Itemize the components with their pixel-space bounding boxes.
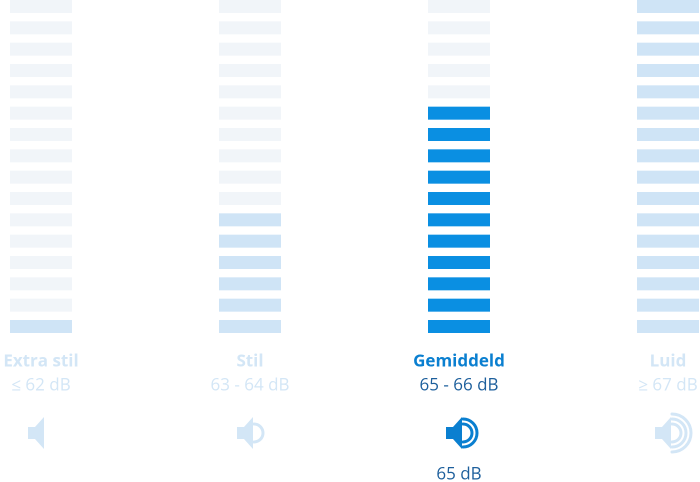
level-bar-filled <box>637 21 699 35</box>
speaker-body <box>655 417 671 449</box>
level-bar-filled <box>428 320 490 333</box>
level-bar-filled <box>637 0 699 13</box>
speaker-wave <box>252 422 265 444</box>
level-bar-filled <box>219 277 281 291</box>
level-bar-empty <box>10 106 72 120</box>
level-bar-empty <box>219 170 281 184</box>
level-range: 65 - 66 dB <box>420 373 499 396</box>
level-bar-filled <box>637 320 699 333</box>
level-bar-empty <box>10 256 72 269</box>
level-bar-empty <box>10 192 72 205</box>
speaker-wave <box>461 417 479 449</box>
level-bar-filled <box>637 234 699 248</box>
level-bar-empty <box>219 21 281 35</box>
level-bar-empty <box>219 192 281 205</box>
level-bar-filled <box>428 234 490 248</box>
speaker-icon <box>28 417 44 449</box>
level-bar-filled <box>637 170 699 184</box>
level-bar-empty <box>10 234 72 248</box>
level-bar-empty <box>10 21 72 35</box>
level-bar-filled <box>219 320 281 333</box>
current-reading: 65 dB <box>436 462 481 482</box>
level-bar-empty <box>219 149 281 163</box>
speaker-wave <box>670 422 683 444</box>
level-bar-filled <box>637 42 699 56</box>
speaker-icon <box>446 417 479 449</box>
level-bar-filled <box>428 213 490 227</box>
level-bar-filled <box>428 192 490 205</box>
level-bar-filled <box>219 213 281 227</box>
speaker-wave <box>461 422 474 444</box>
level-range: ≥ 67 dB <box>638 373 697 396</box>
level-bar-empty <box>10 213 72 227</box>
level-bar-filled <box>637 106 699 120</box>
level-bar-filled <box>637 64 699 77</box>
level-bar-filled <box>10 320 72 333</box>
level-bar-filled <box>219 234 281 248</box>
level-bar-empty <box>428 42 490 56</box>
level-bar-filled <box>637 149 699 163</box>
level-bar-filled <box>219 256 281 269</box>
speaker-wave <box>670 412 693 454</box>
level-bar-filled <box>637 256 699 269</box>
level-bar-empty <box>10 149 72 163</box>
level-bar-filled <box>637 213 699 227</box>
level-bar-filled <box>637 298 699 312</box>
level-bar-empty <box>219 128 281 141</box>
level-range: ≤ 62 dB <box>11 373 70 396</box>
level-bar-empty <box>10 170 72 184</box>
level-bar-empty <box>10 0 72 13</box>
level-bar-empty <box>428 85 490 99</box>
level-bar-filled <box>637 277 699 291</box>
level-bar-filled <box>637 128 699 141</box>
level-bar-empty <box>219 64 281 77</box>
level-bar-filled <box>637 85 699 99</box>
level-bar-empty <box>428 21 490 35</box>
level-label: Gemiddeld <box>413 349 505 372</box>
level-range: 63 - 64 dB <box>211 373 290 396</box>
level-bar-filled <box>428 106 490 120</box>
speaker-icon <box>237 417 265 449</box>
level-bar-filled <box>219 298 281 312</box>
level-bar-empty <box>10 85 72 99</box>
level-bar-empty <box>219 0 281 13</box>
level-bar-empty <box>10 277 72 291</box>
level-bar-filled <box>428 298 490 312</box>
level-bar-empty <box>10 298 72 312</box>
speaker-body <box>237 417 253 449</box>
level-bar-filled <box>428 256 490 269</box>
level-label: Luid <box>650 349 687 372</box>
speaker-body <box>446 417 462 449</box>
level-label: Stil <box>236 349 263 372</box>
level-bar-filled <box>428 170 490 184</box>
speaker-body <box>28 417 44 449</box>
level-label: Extra stil <box>3 349 78 372</box>
level-bar-filled <box>428 128 490 141</box>
level-bar-empty <box>428 0 490 13</box>
speaker-icon <box>655 412 693 454</box>
level-bar-empty <box>428 64 490 77</box>
level-bar-empty <box>10 64 72 77</box>
level-bar-empty <box>10 42 72 56</box>
level-bar-empty <box>219 42 281 56</box>
level-bar-empty <box>10 128 72 141</box>
level-bar-filled <box>637 192 699 205</box>
level-bar-filled <box>428 277 490 291</box>
speaker-wave <box>670 417 688 449</box>
level-bar-empty <box>219 85 281 99</box>
level-bar-filled <box>428 149 490 163</box>
level-bar-empty <box>219 106 281 120</box>
